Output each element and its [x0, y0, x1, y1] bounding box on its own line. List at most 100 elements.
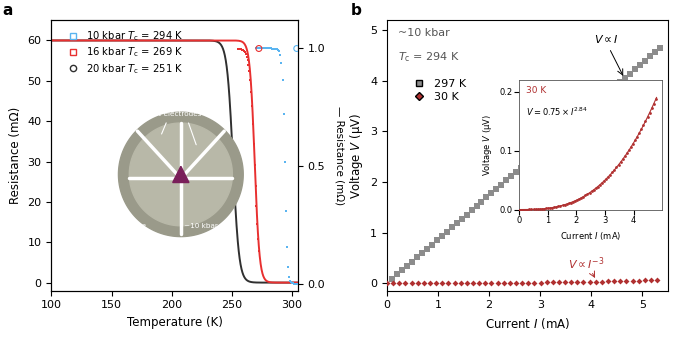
Point — [386, 276, 397, 282]
Point — [382, 281, 393, 286]
Point — [501, 178, 512, 183]
Point — [585, 105, 596, 111]
Point — [560, 126, 571, 132]
Point — [425, 281, 436, 286]
Point — [625, 71, 636, 76]
Point — [575, 114, 586, 119]
Point — [639, 278, 650, 283]
Point — [600, 92, 611, 98]
Point — [553, 280, 564, 285]
Point — [280, 209, 291, 214]
Point — [286, 280, 297, 285]
Point — [603, 279, 614, 284]
Point — [261, 46, 272, 51]
Point — [266, 46, 277, 51]
Point — [432, 238, 443, 243]
Point — [651, 277, 662, 283]
Point — [275, 52, 286, 57]
Point — [456, 216, 467, 221]
Point — [406, 281, 417, 286]
Point — [401, 263, 412, 269]
Point — [462, 280, 473, 286]
Legend: 10 kbar $T_\mathrm{c}$ = 294 K, 16 kbar $T_\mathrm{c}$ = 269 K, 20 kbar $T_\math: 10 kbar $T_\mathrm{c}$ = 294 K, 16 kbar … — [59, 25, 187, 80]
Point — [273, 47, 284, 52]
Point — [292, 281, 303, 286]
Point — [388, 281, 399, 286]
Point — [610, 83, 621, 89]
Point — [565, 122, 576, 127]
Point — [547, 280, 558, 285]
Point — [521, 161, 532, 166]
Point — [265, 46, 276, 51]
Point — [247, 121, 258, 126]
Point — [246, 89, 257, 94]
Point — [406, 259, 417, 264]
Point — [237, 47, 248, 52]
Point — [235, 46, 246, 52]
Point — [551, 135, 562, 140]
Point — [456, 280, 466, 286]
Point — [655, 45, 666, 51]
Point — [286, 281, 297, 286]
Point — [510, 280, 521, 286]
Point — [253, 46, 264, 51]
Point — [461, 212, 472, 217]
Point — [397, 267, 408, 273]
Point — [486, 280, 497, 286]
Point — [238, 48, 249, 53]
Point — [615, 279, 626, 284]
Point — [560, 280, 571, 285]
Text: $V \propto I$: $V \propto I$ — [594, 33, 619, 45]
Point — [412, 255, 423, 260]
Point — [431, 281, 442, 286]
Point — [260, 46, 271, 51]
Point — [443, 280, 454, 286]
Point — [566, 280, 577, 285]
Point — [511, 169, 522, 174]
Point — [282, 244, 292, 250]
Point — [238, 49, 249, 54]
Point — [242, 57, 253, 63]
Point — [412, 281, 423, 286]
Point — [498, 280, 509, 286]
Point — [436, 233, 447, 239]
Point — [253, 46, 264, 51]
Point — [571, 118, 582, 123]
Y-axis label: Resistance (mΩ): Resistance (mΩ) — [9, 107, 22, 204]
Point — [590, 279, 601, 284]
Point — [249, 162, 260, 168]
Point — [529, 280, 540, 285]
Point — [536, 148, 547, 153]
Point — [256, 46, 266, 51]
Point — [633, 278, 644, 283]
X-axis label: Current $I$ (mA): Current $I$ (mA) — [485, 316, 570, 331]
Point — [481, 195, 492, 200]
Point — [236, 47, 247, 52]
Point — [504, 280, 515, 286]
Point — [416, 250, 427, 256]
Point — [630, 67, 641, 72]
Point — [291, 281, 302, 286]
Point — [251, 204, 262, 209]
Point — [516, 165, 527, 170]
Point — [466, 208, 477, 213]
Point — [253, 248, 264, 254]
Text: a: a — [2, 3, 12, 18]
Point — [535, 280, 546, 285]
Point — [264, 46, 275, 51]
Point — [272, 46, 283, 52]
Point — [545, 139, 556, 145]
Point — [253, 46, 264, 51]
Point — [580, 109, 591, 115]
Point — [392, 272, 403, 277]
Point — [284, 278, 295, 283]
Point — [590, 101, 601, 106]
Point — [595, 96, 606, 102]
Point — [531, 152, 542, 158]
Point — [258, 46, 269, 51]
Point — [291, 46, 302, 51]
Point — [471, 203, 482, 209]
Text: $T_\mathrm{c}$ = 294 K: $T_\mathrm{c}$ = 294 K — [398, 50, 460, 64]
Point — [248, 141, 259, 146]
Point — [240, 50, 251, 55]
